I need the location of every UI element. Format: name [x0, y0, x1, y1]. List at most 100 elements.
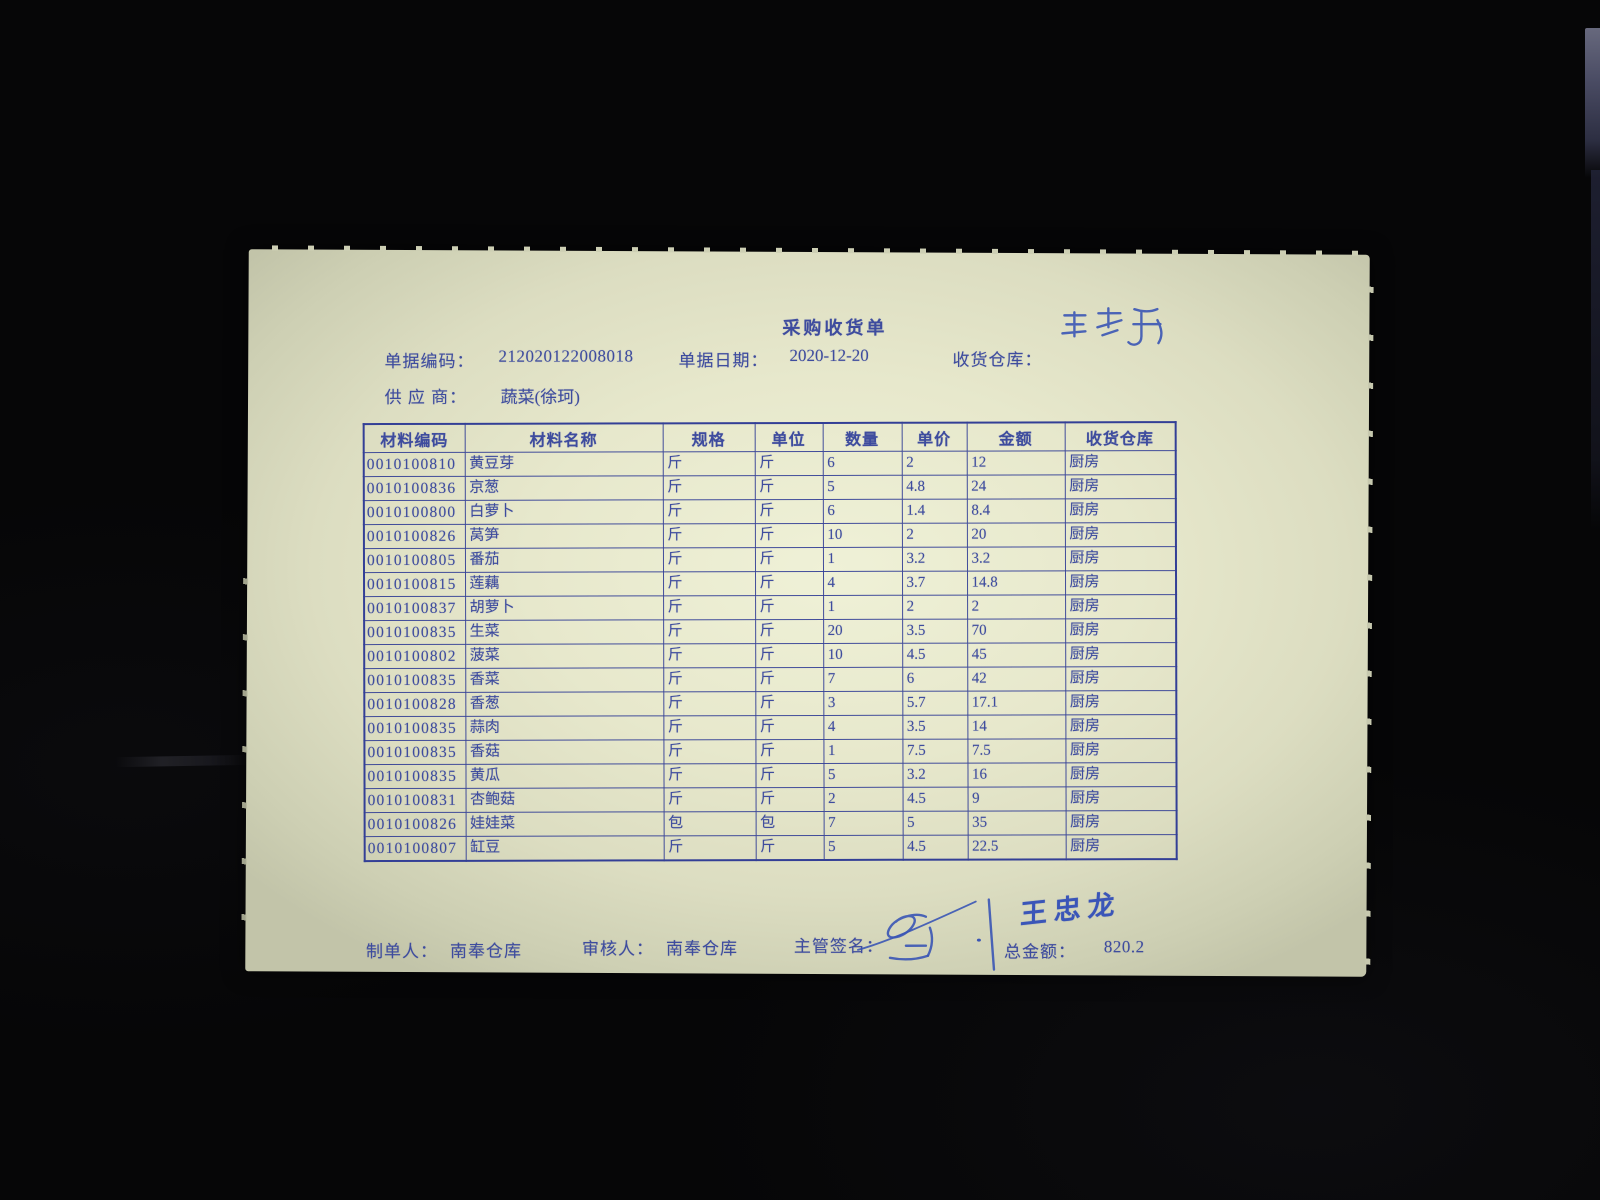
supervisor-signature-scrawl [857, 900, 977, 961]
table-cell: 斤 [662, 547, 756, 572]
table-cell: 蒜肉 [465, 715, 664, 741]
table-cell: 3.2 [901, 547, 968, 572]
table-row: 0010100826 娃娃菜包包 7 5 35 厨房 [364, 810, 1177, 837]
table-cell: 斤 [755, 715, 824, 740]
maker-label: 制单人： [365, 941, 438, 962]
table-row: 0010100835 香菇斤斤 1 7.5 7.5 厨房 [364, 738, 1177, 765]
items-table: 材料编码 材料名称 规格 单位 数量 单价 金额 收货仓库 0010100810 黄豆芽斤斤 6 2… [362, 421, 1178, 863]
table-cell: 香菇 [465, 739, 664, 765]
table-cell: 7.5 [967, 738, 1066, 764]
table-cell: 20 [966, 522, 1065, 548]
table-cell: 24 [966, 474, 1065, 500]
table-cell: 娃娃菜 [465, 811, 664, 837]
table-row: 0010100836 京葱斤斤 5 4.8 24 厨房 [363, 474, 1176, 501]
page-title: 采购收货单 [782, 317, 888, 339]
table-cell: 0010100815 [364, 572, 466, 597]
table-cell: 厨房 [1065, 618, 1177, 643]
table-cell: 0010100837 [364, 596, 466, 621]
table-cell: 厨房 [1065, 762, 1177, 787]
table-cell: 斤 [755, 763, 824, 788]
table-row: 0010100835 黄瓜斤斤 5 3.2 16 厨房 [364, 762, 1177, 789]
pen-stroke [987, 898, 996, 971]
column-header: 单价 [901, 422, 967, 452]
table-cell: 8.4 [966, 498, 1065, 524]
table-cell: 菠菜 [465, 643, 664, 669]
handwritten-scribble [1061, 307, 1163, 346]
table-cell: 斤 [663, 763, 756, 788]
table-cell: 0010100835 [364, 764, 466, 789]
table-cell: 4.8 [901, 475, 967, 500]
table-cell: 香葱 [465, 691, 664, 717]
supplier-value: 蔬菜(徐珂) [500, 387, 580, 407]
table-cell: 斤 [754, 547, 824, 572]
table-cell: 4.5 [902, 787, 968, 812]
table-cell: 4 [823, 715, 903, 740]
table-cell: 0010100835 [364, 620, 466, 645]
table-cell: 厨房 [1065, 810, 1177, 835]
table-cell: 斤 [663, 619, 756, 644]
printed-content: 采购收货单 单据编码： 212020122008018 单据日期： 2020-1… [246, 251, 1369, 976]
table-cell: 斤 [755, 595, 824, 620]
table-cell: 10 [822, 523, 902, 548]
table-cell: 14 [967, 714, 1066, 740]
table-cell: 斤 [754, 451, 823, 476]
table-cell: 6 [902, 667, 968, 692]
table-cell: 包 [663, 811, 756, 836]
column-header: 材料名称 [464, 423, 663, 453]
maker-value: 南奉仓库 [449, 941, 522, 961]
column-header: 材料编码 [363, 423, 465, 453]
table-cell: 7 [823, 811, 903, 836]
supplier-label: 供 应 商： [384, 387, 468, 408]
table-cell: 7 [823, 667, 903, 692]
column-header: 单位 [754, 422, 823, 452]
table-cell: 厨房 [1065, 738, 1177, 763]
table-cell: 3.7 [902, 571, 968, 596]
table-cell: 17.1 [967, 690, 1066, 716]
table-cell: 斤 [662, 523, 755, 548]
table-cell: 0010100807 [364, 836, 466, 862]
table-cell: 包 [755, 811, 824, 836]
table-cell: 0010100831 [364, 788, 466, 813]
table-cell: 厨房 [1065, 666, 1177, 691]
table-cell: 斤 [755, 787, 824, 812]
table-row: 0010100807 缸豆斤斤 5 4.5 22.5 厨房 [364, 834, 1177, 862]
table-cell: 5 [823, 835, 903, 860]
table-cell: 番茄 [464, 547, 664, 573]
table-cell: 4.5 [902, 835, 968, 860]
table-cell: 厨房 [1065, 714, 1177, 739]
table-cell: 5 [822, 475, 902, 500]
table-cell: 16 [967, 762, 1066, 788]
table-cell: 6 [822, 499, 902, 524]
table-cell: 厨房 [1064, 450, 1176, 475]
table-cell: 斤 [663, 595, 756, 620]
table-cell: 3.5 [902, 619, 968, 644]
table-row: 0010100805 番茄斤斤 1 3.2 3.2 厨房 [363, 546, 1177, 573]
table-cell: 3 [823, 691, 903, 716]
table-cell: 0010100835 [364, 740, 466, 765]
table-cell: 0010100810 [363, 452, 465, 477]
right-edge-object-shadow [1591, 170, 1600, 530]
table-cell: 莲藕 [465, 571, 664, 597]
table-cell: 0010100828 [364, 692, 466, 717]
doc-date-value: 2020-12-20 [789, 345, 869, 366]
table-cell: 斤 [755, 643, 824, 668]
table-cell: 12 [966, 450, 1065, 476]
table-cell: 斤 [662, 475, 755, 500]
table-cell: 14.8 [967, 570, 1066, 596]
table-row: 0010100826 莴笋斤斤 10 2 20 厨房 [363, 522, 1176, 549]
column-header: 收货仓库 [1064, 422, 1176, 451]
table-cell: 斤 [755, 667, 824, 692]
table-cell: 斤 [754, 523, 823, 548]
table-cell: 厨房 [1065, 570, 1177, 595]
table-cell: 5.7 [902, 691, 968, 716]
table-cell: 斤 [663, 571, 756, 596]
table-header-row: 材料编码 材料名称 规格 单位 数量 单价 金额 收货仓库 [363, 422, 1176, 453]
table-cell: 1.4 [901, 499, 967, 524]
table-cell: 0010100800 [363, 500, 465, 525]
total-value: 820.2 [1103, 937, 1145, 957]
table-cell: 0010100802 [364, 644, 466, 669]
table-cell: 斤 [663, 739, 756, 764]
table-cell: 斤 [755, 571, 824, 596]
table-cell: 5 [902, 811, 968, 836]
